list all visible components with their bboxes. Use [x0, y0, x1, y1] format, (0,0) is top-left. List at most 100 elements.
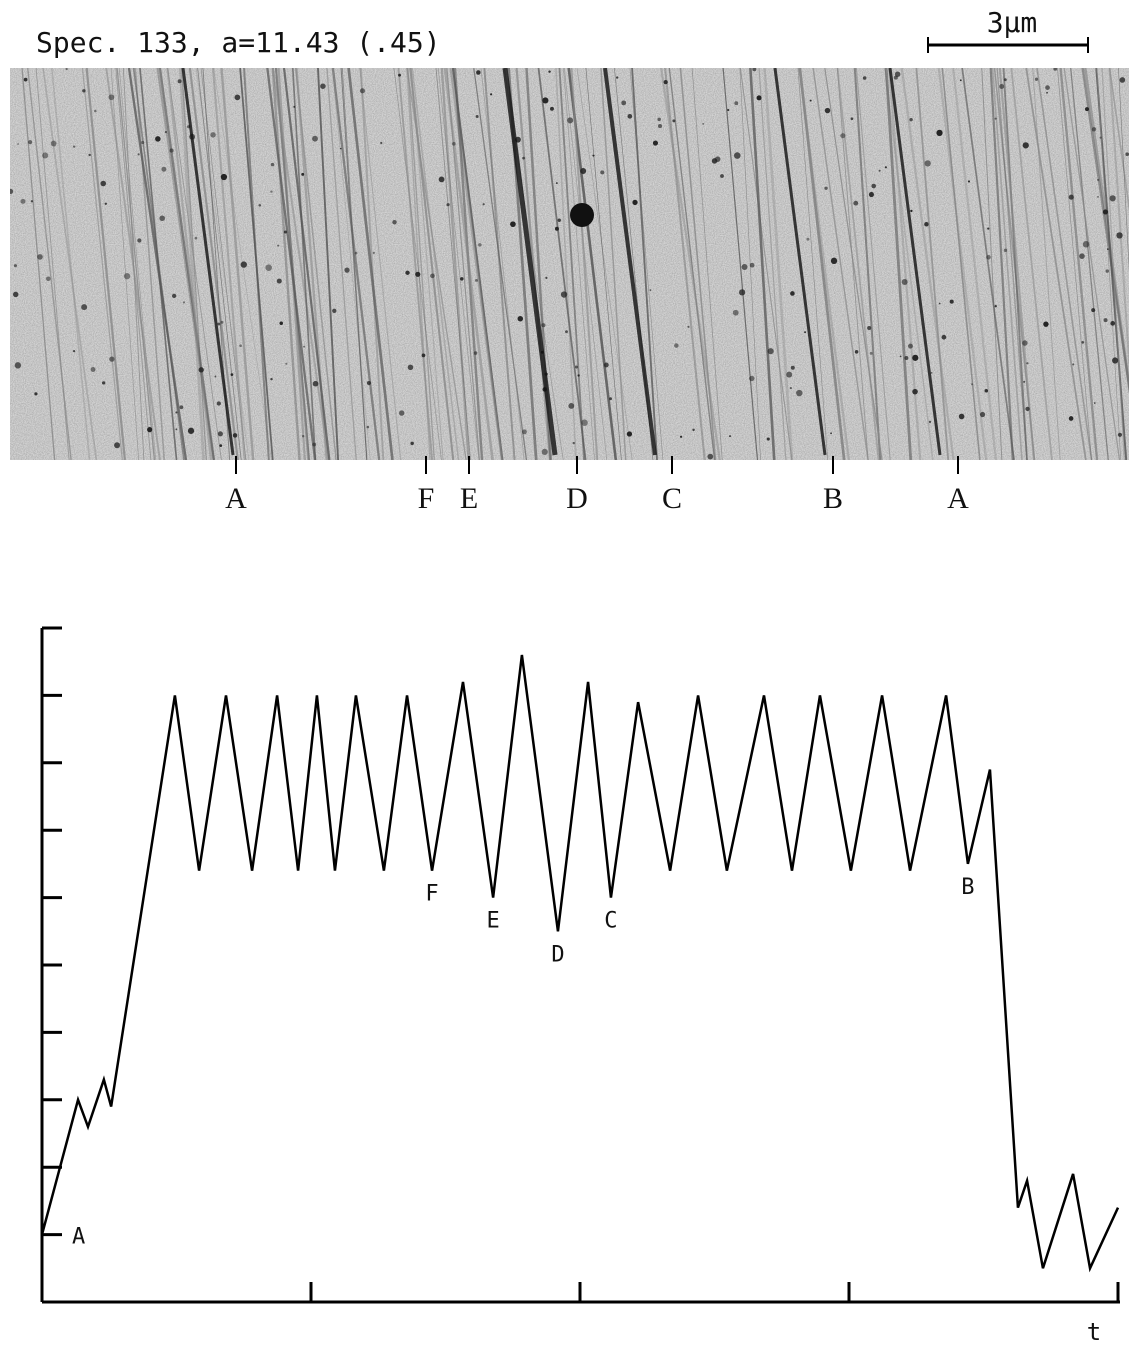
streak	[347, 68, 394, 460]
streak	[555, 68, 577, 460]
speck	[187, 427, 195, 434]
speck	[214, 375, 217, 378]
streak	[118, 68, 157, 460]
streak	[105, 68, 161, 460]
speck	[155, 136, 161, 142]
point-label: E	[486, 909, 499, 934]
x-axis-label: t	[1087, 1318, 1101, 1346]
speck	[702, 123, 705, 125]
speck	[14, 362, 22, 369]
speck	[878, 169, 881, 172]
streak	[952, 68, 998, 460]
streak	[749, 68, 776, 460]
speck	[621, 100, 627, 106]
title: Spec. 133, a=11.43 (.45)	[36, 26, 441, 59]
marker-label: A	[225, 482, 247, 515]
speck	[210, 132, 216, 138]
streak	[1083, 68, 1129, 394]
streak	[480, 68, 525, 460]
point-label: C	[604, 909, 617, 934]
speck	[789, 387, 792, 390]
streak	[317, 68, 340, 460]
streak	[900, 68, 955, 460]
speck	[446, 203, 450, 207]
speck	[344, 267, 350, 273]
streak	[326, 68, 357, 460]
speck	[971, 383, 974, 386]
streak	[473, 68, 528, 460]
streak	[998, 68, 1036, 460]
speck	[657, 124, 663, 129]
speck	[339, 147, 342, 150]
speck	[1068, 416, 1074, 421]
speck	[194, 236, 198, 240]
streak	[798, 68, 846, 460]
speck	[912, 388, 918, 395]
speck	[1023, 380, 1026, 383]
speck	[938, 302, 941, 305]
speck	[410, 441, 414, 446]
streak	[21, 68, 56, 460]
speck	[674, 343, 679, 348]
streak	[631, 68, 658, 460]
speck	[580, 167, 587, 174]
streak	[1002, 68, 1028, 460]
speck	[541, 448, 548, 455]
speck	[1034, 77, 1039, 81]
speck	[741, 263, 748, 271]
speck	[164, 130, 168, 134]
speck	[600, 170, 605, 175]
speck	[23, 77, 28, 82]
streak	[1032, 68, 1061, 460]
speck	[100, 180, 107, 187]
speck	[172, 293, 177, 298]
speck	[1119, 77, 1126, 83]
streak	[116, 68, 156, 460]
streak	[659, 68, 721, 460]
speck	[649, 289, 652, 291]
speck	[45, 276, 51, 282]
speck	[220, 320, 224, 324]
speck	[88, 153, 91, 157]
speck	[380, 141, 383, 145]
speck	[392, 220, 397, 225]
speck	[1003, 78, 1007, 82]
streak	[812, 68, 869, 460]
speck	[869, 351, 873, 355]
speck	[928, 420, 932, 424]
speck	[399, 410, 405, 416]
speck	[1025, 406, 1030, 412]
speck	[137, 153, 140, 156]
streak	[188, 68, 239, 460]
scale-label: 3μm	[987, 6, 1038, 39]
speck	[868, 191, 874, 198]
streak	[722, 68, 759, 460]
speck	[270, 377, 273, 381]
speck	[853, 200, 859, 206]
speck	[679, 435, 683, 438]
speck	[407, 364, 414, 371]
speck	[909, 118, 913, 122]
streak	[331, 68, 371, 460]
speck	[198, 367, 204, 373]
speck	[854, 350, 859, 354]
streak	[1063, 68, 1121, 460]
streak	[134, 68, 166, 460]
speck	[521, 429, 527, 435]
speck	[672, 119, 676, 123]
streak	[853, 68, 882, 460]
speck	[1097, 195, 1099, 198]
speck	[749, 375, 755, 382]
speck	[804, 331, 807, 334]
streak	[158, 68, 216, 460]
speck	[50, 140, 57, 147]
speck	[482, 203, 485, 206]
streak	[166, 68, 213, 460]
streak	[991, 68, 1023, 460]
streak	[197, 68, 242, 460]
speck	[94, 109, 97, 113]
speck	[830, 432, 832, 435]
speck	[12, 291, 19, 298]
speck	[986, 255, 991, 260]
